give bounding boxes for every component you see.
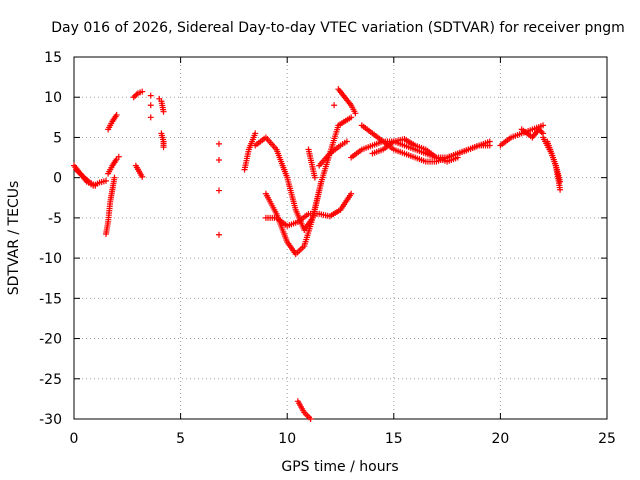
data-point (115, 153, 122, 160)
data-point (540, 122, 547, 129)
y-tick-label: -30 (39, 412, 62, 428)
data-point (454, 154, 461, 161)
data-point (113, 111, 120, 118)
data-point (139, 173, 146, 180)
y-tick-label: 15 (44, 50, 62, 66)
data-point (215, 231, 222, 238)
data-point (252, 130, 259, 137)
data-point (307, 416, 314, 422)
y-tick-label: -10 (39, 251, 62, 267)
data-point (160, 144, 167, 151)
y-tick-label: -20 (39, 332, 62, 348)
data-point (343, 138, 350, 145)
data-point (311, 174, 318, 181)
data-point (557, 186, 564, 193)
data-point (331, 102, 338, 109)
data-point (160, 108, 167, 115)
data-point (215, 187, 222, 194)
x-axis-label: GPS time / hours (281, 459, 398, 475)
data-points (71, 86, 564, 422)
x-tick-label: 0 (70, 431, 79, 447)
data-point (348, 114, 355, 121)
data-point (139, 88, 146, 95)
data-point (147, 92, 154, 99)
y-axis-ticks: 15 10 5 0 -5 -10 -15 -20 -25 -30 (39, 50, 607, 428)
grid-lines (74, 57, 607, 419)
y-tick-label: 5 (53, 130, 62, 146)
data-point (111, 174, 118, 181)
y-tick-label: -15 (39, 291, 62, 307)
y-axis-label: SDTVAR / TECUs (6, 181, 22, 296)
data-point (215, 156, 222, 163)
data-point (147, 114, 154, 121)
chart-title: Day 016 of 2026, Sidereal Day-to-day VTE… (51, 20, 625, 36)
data-point (352, 110, 359, 117)
x-tick-label: 10 (278, 431, 296, 447)
y-tick-label: -5 (48, 211, 62, 227)
data-point (215, 140, 222, 147)
x-axis-ticks: 0 5 10 15 20 25 (70, 57, 616, 447)
data-point (486, 138, 493, 145)
plot-frame (73, 56, 608, 420)
x-tick-label: 15 (385, 431, 403, 447)
y-tick-label: 10 (44, 90, 62, 106)
x-tick-label: 5 (176, 431, 185, 447)
x-tick-label: 20 (491, 431, 509, 447)
y-tick-label: 0 (53, 171, 62, 187)
data-point (348, 190, 355, 197)
x-tick-label: 25 (598, 431, 616, 447)
y-tick-label: -25 (39, 372, 62, 388)
data-point (102, 177, 109, 184)
data-point (92, 182, 99, 189)
data-point (557, 178, 564, 185)
data-point (147, 102, 154, 109)
